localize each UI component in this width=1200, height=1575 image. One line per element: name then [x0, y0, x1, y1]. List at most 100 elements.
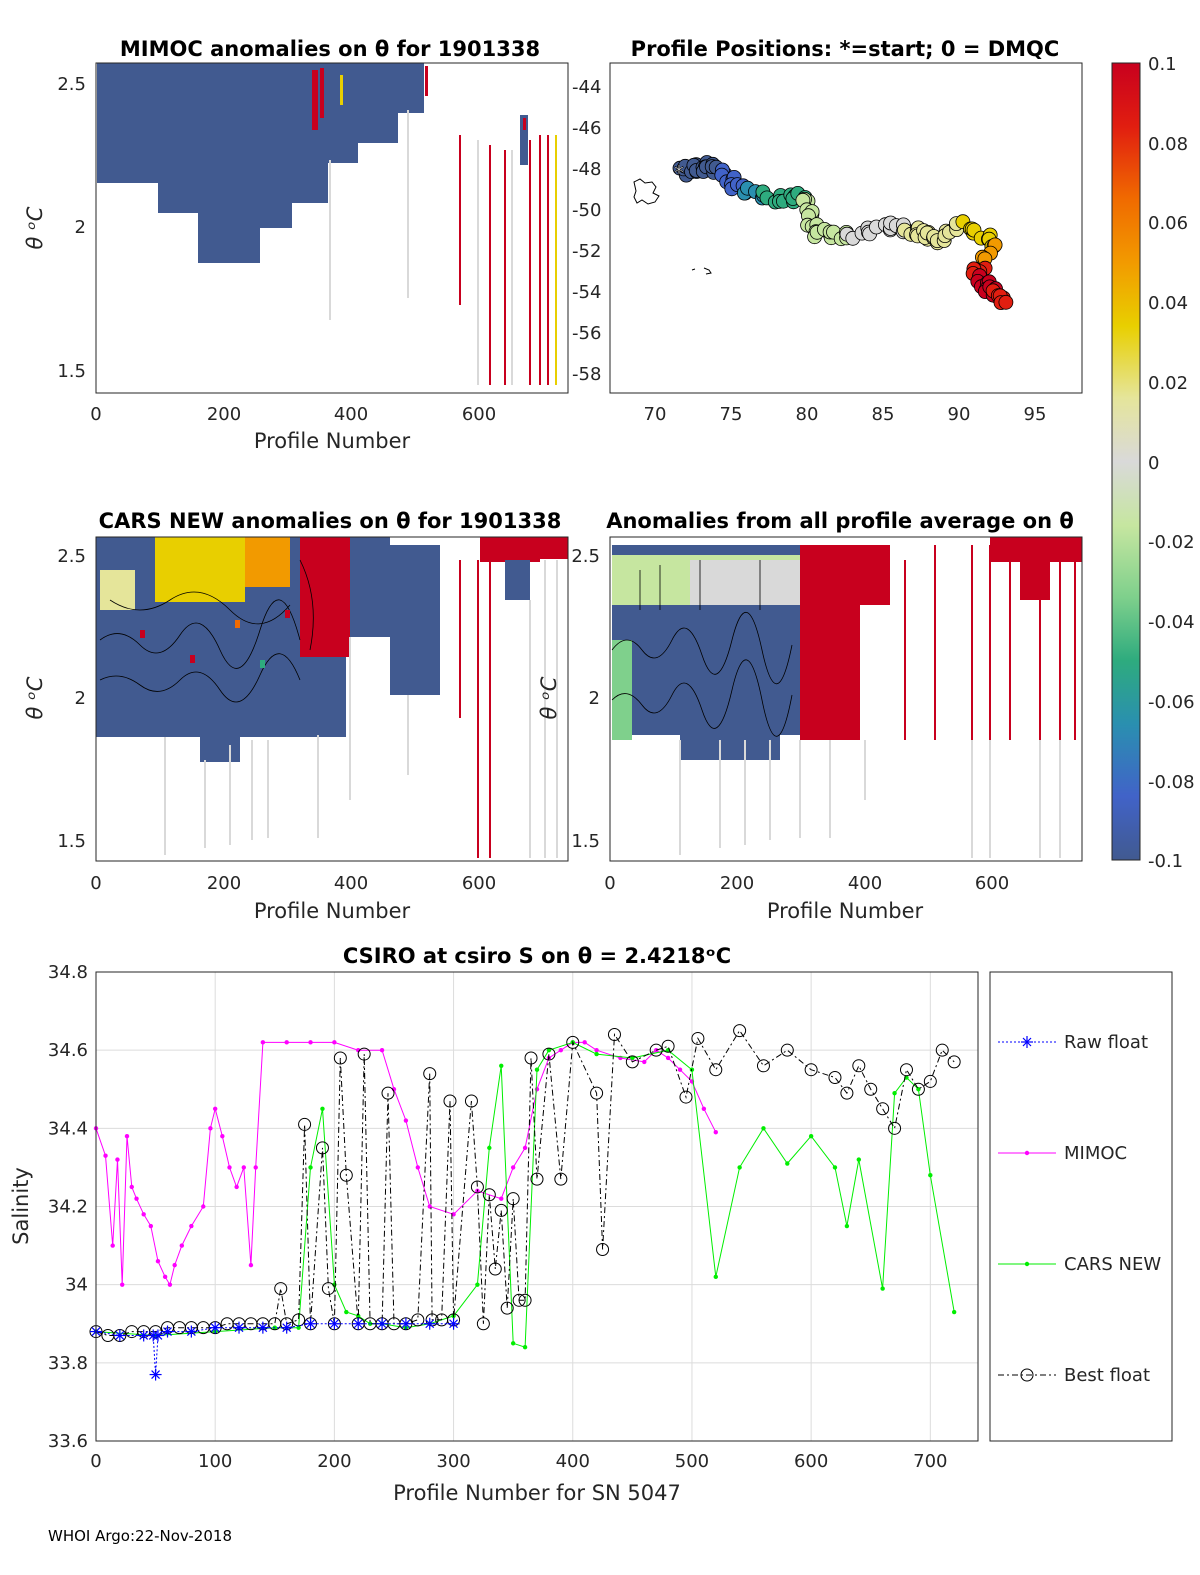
mimoc-point — [179, 1243, 185, 1248]
positions-xtick: 75 — [720, 404, 743, 425]
best-float-point — [923, 1074, 937, 1088]
mimoc-point — [284, 1040, 289, 1045]
cars-new-point — [296, 1325, 301, 1330]
mimoc-point — [499, 1196, 504, 1201]
mimoc-series — [93, 1040, 718, 1287]
colorbar-tick: -0.02 — [1148, 532, 1195, 553]
avg-anomaly-region — [990, 537, 1082, 562]
mimoc-point — [212, 1106, 218, 1111]
cars-anomaly-region — [245, 537, 290, 587]
mimoc-xtick: 0 — [90, 404, 101, 425]
best-float-point — [357, 1047, 371, 1061]
cars-anomaly-speck — [190, 655, 195, 663]
mimoc-point — [129, 1184, 134, 1190]
best-float-point — [530, 1172, 544, 1186]
cars-new-point — [951, 1309, 957, 1315]
legend-item-mimoc: MIMOC — [998, 1143, 1127, 1164]
mimoc-heatmap — [97, 63, 557, 385]
mimoc-point — [155, 1259, 161, 1264]
positions-xtick: 85 — [872, 404, 895, 425]
best-float-point — [482, 1188, 496, 1202]
mimoc-point — [701, 1106, 707, 1111]
mimoc-point — [415, 1165, 421, 1170]
star-stroke — [258, 1323, 268, 1333]
avg-contour — [639, 560, 761, 610]
colorbar-tick: 0.08 — [1148, 134, 1188, 155]
positions-xtick: 70 — [644, 404, 667, 425]
mimoc-point — [379, 1047, 385, 1053]
cars-anomaly-region — [200, 737, 240, 762]
cars-new-point — [475, 1282, 480, 1287]
mimoc-point — [451, 1212, 456, 1217]
avg-title: Anomalies from all profile average on θ — [606, 509, 1074, 533]
legend-point — [1021, 1036, 1033, 1048]
cars-anomaly-region — [350, 537, 390, 637]
cars-title: CARS NEW anomalies on θ for 1901338 — [99, 509, 562, 533]
cars-red-columns — [459, 560, 491, 858]
mimoc-point — [167, 1282, 173, 1287]
cars-ytick: 2.5 — [57, 546, 86, 567]
cars-xtick: 0 — [90, 873, 101, 894]
best-float-point — [596, 1242, 610, 1256]
best-float-point — [524, 1051, 538, 1065]
avg-contour — [611, 659, 793, 737]
best-float-point — [649, 1043, 663, 1057]
mimoc-point — [253, 1165, 258, 1170]
mimoc-point — [403, 1118, 409, 1123]
cars-anomaly-speck — [285, 610, 290, 618]
salinity-ticks: 0 100 200 300 400 500 600 700 34.8 34.6 34.4 34.2 34… — [48, 962, 948, 1472]
salinity-xtick: 0 — [90, 1451, 101, 1472]
mimoc-point — [234, 1184, 239, 1190]
star-stroke — [153, 1331, 163, 1340]
salinity-xtick: 600 — [794, 1451, 828, 1472]
salinity-axes — [95, 971, 979, 1442]
raw-float-point — [185, 1325, 198, 1338]
avg-anomaly-region — [690, 560, 800, 605]
legend-label: Raw float — [1064, 1032, 1148, 1053]
cars-new-point — [808, 1133, 814, 1139]
cars-new-point — [785, 1161, 790, 1166]
positions-ytick: -50 — [572, 200, 601, 221]
salinity-xtick: 400 — [556, 1451, 590, 1472]
avg-ytick: 1.5 — [571, 831, 600, 852]
positions-ytick: -56 — [572, 323, 601, 344]
legend-point — [1020, 1368, 1034, 1382]
cars-anomaly-region — [300, 537, 350, 657]
avg-grey-columns — [679, 740, 1061, 858]
colorbar-tick: 0.04 — [1148, 293, 1188, 314]
float-track — [672, 155, 1014, 311]
mimoc-point — [115, 1157, 120, 1162]
raw-float-point — [161, 1325, 174, 1338]
cars-new-point — [522, 1345, 528, 1350]
mimoc-anomaly-region — [520, 115, 528, 165]
avg-xtick: 200 — [720, 873, 754, 894]
mimoc-point — [172, 1262, 177, 1268]
mimoc-anomaly-region — [260, 63, 292, 228]
best-float-point — [321, 1282, 335, 1296]
best-float-point — [590, 1086, 604, 1100]
salinity-grid — [95, 971, 978, 1442]
mimoc-point — [582, 1040, 587, 1045]
best-float-point — [500, 1301, 514, 1315]
positions-map: * — [633, 155, 1014, 311]
mimoc-point — [141, 1212, 146, 1217]
mimoc-point — [110, 1243, 115, 1248]
legend-item-raw-float: Raw float — [998, 1032, 1148, 1053]
positions-ytick: -44 — [572, 77, 601, 98]
best-float-point — [554, 1172, 568, 1186]
cars-anomaly-region — [100, 570, 135, 610]
mimoc-point — [208, 1126, 213, 1131]
cars-anomaly-speck — [235, 620, 240, 628]
mimoc-point — [665, 1055, 671, 1061]
mimoc-point — [594, 1047, 599, 1053]
best-float-point — [828, 1071, 842, 1085]
cars-xticks: 0 200 400 600 — [90, 873, 496, 894]
best-float-point — [840, 1086, 854, 1100]
mimoc-xlabel: Profile Number — [254, 429, 411, 453]
mimoc-anomaly-region — [398, 63, 424, 113]
best-float-point — [733, 1024, 747, 1038]
salinity-ytick: 34.6 — [48, 1040, 88, 1061]
salinity-ytick: 33.6 — [48, 1431, 88, 1452]
positions-xticks: 70 75 80 85 90 95 — [644, 404, 1047, 425]
profile-position-marker — [998, 294, 1014, 310]
